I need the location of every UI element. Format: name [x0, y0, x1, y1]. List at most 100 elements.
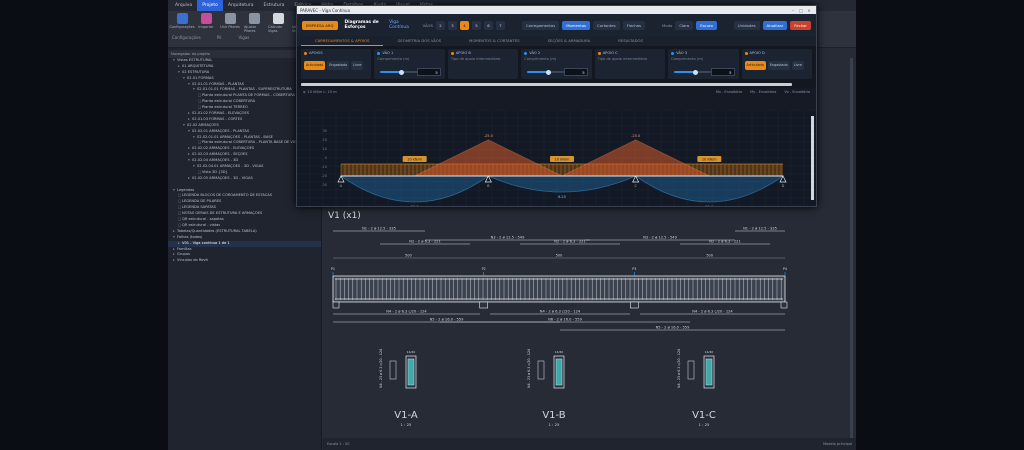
tree-item[interactable]: ▸ Vínculos do Revit	[168, 258, 321, 264]
support-type-button[interactable]: Livre	[791, 61, 804, 70]
length-slider[interactable]	[527, 69, 566, 75]
tree-toggle-icon[interactable]: ▾	[183, 75, 185, 80]
tree-item[interactable]: □LEGENDA BLOCOS DE COROAMENTO DE ESTACAS	[168, 193, 321, 199]
tree-item[interactable]: ▸ 02.02.02 ARMAÇÕES - ELEVAÇÕES	[168, 146, 321, 152]
ribbon-tool-button[interactable]: Importar	[196, 13, 216, 33]
theme-button[interactable]: Escuro	[696, 20, 717, 30]
span-count-button[interactable]: 7	[495, 20, 505, 30]
tree-item[interactable]: ▸ Famílias	[168, 247, 321, 253]
tree-item[interactable]: ▸ 02.02.05 ARMAÇÕES - 3D - VIGAS	[168, 176, 321, 182]
ribbon-tool-button[interactable]: Ajustar Pilares	[244, 13, 264, 33]
tree-toggle-icon[interactable]: ▸	[173, 228, 175, 233]
tree-toggle-icon[interactable]: ▾	[193, 87, 195, 92]
diagram-view-button[interactable]: Momentos	[562, 20, 591, 30]
tree-toggle-icon[interactable]: □	[178, 217, 182, 222]
tree-item[interactable]: ▾ Vistas ESTRUTURAL	[168, 58, 321, 64]
tree-toggle-icon[interactable]: □	[178, 222, 182, 227]
support-type-button[interactable]: Engastado	[767, 61, 790, 70]
tree-toggle-icon[interactable]: □	[198, 140, 202, 145]
tree-toggle-icon[interactable]: ▾	[173, 58, 175, 62]
tree-item[interactable]: ▸ 02.02.03 ARMAÇÕES - SEÇÕES	[168, 152, 321, 158]
length-slider[interactable]	[674, 69, 713, 75]
ribbon-tool-button[interactable]: Configurações	[169, 13, 195, 33]
tree-toggle-icon[interactable]: ▾	[173, 234, 175, 239]
tree-item[interactable]: ▾ 02.02 ARMAÇÕES	[168, 123, 321, 129]
span-count-button[interactable]: 3	[447, 20, 457, 30]
tree-item[interactable]: ▸ 01 ARQUITETURA	[168, 64, 321, 70]
tree-toggle-icon[interactable]: ▸	[188, 146, 190, 151]
dialog-tab[interactable]: RESULTADOS	[618, 38, 643, 43]
dialog-action-button[interactable]: Unidades	[733, 20, 760, 30]
tree-item[interactable]: □Planta estrutural TÉRREO	[168, 105, 321, 111]
tree-toggle-icon[interactable]: □	[178, 193, 182, 198]
tree-toggle-icon[interactable]: ▸	[188, 111, 190, 116]
length-slider[interactable]	[380, 69, 419, 75]
tree-item[interactable]: □Planta estrutural PLANTA DE FÔRMAS - CO…	[168, 93, 321, 99]
tree-item[interactable]: □LEGENDA SAPATAS	[168, 205, 321, 211]
tree-item[interactable]: ▸ Grupos	[168, 252, 321, 258]
tree-item[interactable]: ▾ Legendas	[168, 188, 321, 194]
length-input[interactable]: 5	[710, 68, 735, 76]
tree-toggle-icon[interactable]: ▸	[188, 152, 190, 157]
span-count-button[interactable]: 4	[459, 20, 469, 30]
ribbon-tab[interactable]: Estrutura	[263, 3, 285, 8]
length-input[interactable]: 5	[416, 68, 441, 76]
tree-item[interactable]: ▾ 02.01 FÔRMAS	[168, 76, 321, 82]
tree-toggle-icon[interactable]: ▸	[188, 116, 190, 121]
tree-item[interactable]: ▸ Tabelas/Quantidades (ESTRUTURAL TABELA)	[168, 229, 321, 235]
tree-item[interactable]: ▾ 02.02.01.01 ARMAÇÕES - PLANTAS - BASE	[168, 135, 321, 141]
tree-item[interactable]: ▸ 02.01.03 FÔRMAS - CORTES	[168, 117, 321, 123]
tree-toggle-icon[interactable]: ▸	[178, 240, 180, 245]
diagram-view-button[interactable]: Flechas	[622, 20, 645, 30]
tree-toggle-icon[interactable]: □	[198, 105, 202, 110]
tree-toggle-icon[interactable]: ▾	[188, 158, 190, 163]
tree-item[interactable]: □QR estrutural - sapatas	[168, 217, 321, 223]
tree-toggle-icon[interactable]: □	[178, 205, 182, 210]
ribbon-tab[interactable]: Projeto	[197, 0, 223, 11]
tree-item[interactable]: ▸ 02.01.02 FÔRMAS - ELEVAÇÕES	[168, 111, 321, 117]
tree-item[interactable]: □NOTAS GERAIS DE ESTRUTURA E ARMAÇÕES	[168, 211, 321, 217]
tree-toggle-icon[interactable]: ▸	[173, 258, 175, 263]
support-type-button[interactable]: Livre	[351, 61, 364, 70]
tree-toggle-icon[interactable]: ▾	[188, 128, 190, 133]
dialog-action-button[interactable]: Fechar	[790, 20, 811, 30]
tree-item[interactable]: □Planta estrutural COBERTURA	[168, 99, 321, 105]
tree-toggle-icon[interactable]: ▾	[173, 187, 175, 192]
tree-item[interactable]: ▾ 02.01.01 FÔRMAS - PLANTAS	[168, 82, 321, 88]
close-icon[interactable]: ×	[807, 7, 811, 13]
tree-toggle-icon[interactable]: ▾	[178, 69, 180, 74]
slider-knob[interactable]	[398, 69, 404, 75]
tree-toggle-icon[interactable]: □	[198, 99, 202, 104]
tree-toggle-icon[interactable]: ▾	[193, 134, 195, 139]
ribbon-tab[interactable]: Arquivo	[175, 3, 193, 8]
tree-item[interactable]: □LEGENDA DE PILARES	[168, 199, 321, 205]
tree-toggle-icon[interactable]: □	[178, 199, 182, 204]
tree-item[interactable]: ▾ 02 ESTRUTURA	[168, 70, 321, 76]
tree-toggle-icon[interactable]: ▸	[173, 252, 175, 257]
dialog-action-button[interactable]: Atualizar	[762, 20, 788, 30]
ribbon-tab[interactable]: Arquitetura	[227, 3, 254, 8]
span-count-button[interactable]: 6	[483, 20, 493, 30]
diagram-view-button[interactable]: Cortantes	[593, 20, 620, 30]
ribbon-tool-button[interactable]: Calcular Vigas	[268, 13, 288, 33]
ribbon-tool-button[interactable]: Unir Pilares	[220, 13, 240, 33]
support-type-button[interactable]: Engastado	[327, 61, 350, 70]
span-count-button[interactable]: 2	[435, 20, 445, 30]
tree-item[interactable]: ▾ 02.02.01 ARMAÇÕES - PLANTAS	[168, 129, 321, 135]
tree-item[interactable]: ▾ Folhas (todas)	[168, 235, 321, 241]
tree-item[interactable]: ▾ 02.02.04 ARMAÇÕES - 3D	[168, 158, 321, 164]
tree-toggle-icon[interactable]: ▾	[188, 81, 190, 86]
horizontal-scrollbar[interactable]	[297, 82, 816, 88]
tree-item[interactable]: ▾ 02.01.01.01 FÔRMAS - PLANTAS - SUPEREST…	[168, 87, 321, 93]
slider-knob[interactable]	[692, 69, 698, 75]
maximize-icon[interactable]: □	[799, 7, 803, 13]
tree-item[interactable]: □Planta estrutural COBERTURA - PLANTA BA…	[168, 140, 321, 146]
tree-toggle-icon[interactable]: ▸	[178, 63, 180, 68]
tree-toggle-icon[interactable]: ▸	[173, 246, 175, 251]
support-type-button[interactable]: Articulado	[304, 61, 326, 70]
tree-toggle-icon[interactable]: □	[198, 93, 202, 98]
diagram-view-button[interactable]: Carregamentos	[521, 20, 560, 30]
tree-toggle-icon[interactable]: □	[198, 169, 202, 174]
tree-item[interactable]: □Vista 3D {3D}	[168, 170, 321, 176]
minimize-icon[interactable]: –	[792, 7, 794, 13]
